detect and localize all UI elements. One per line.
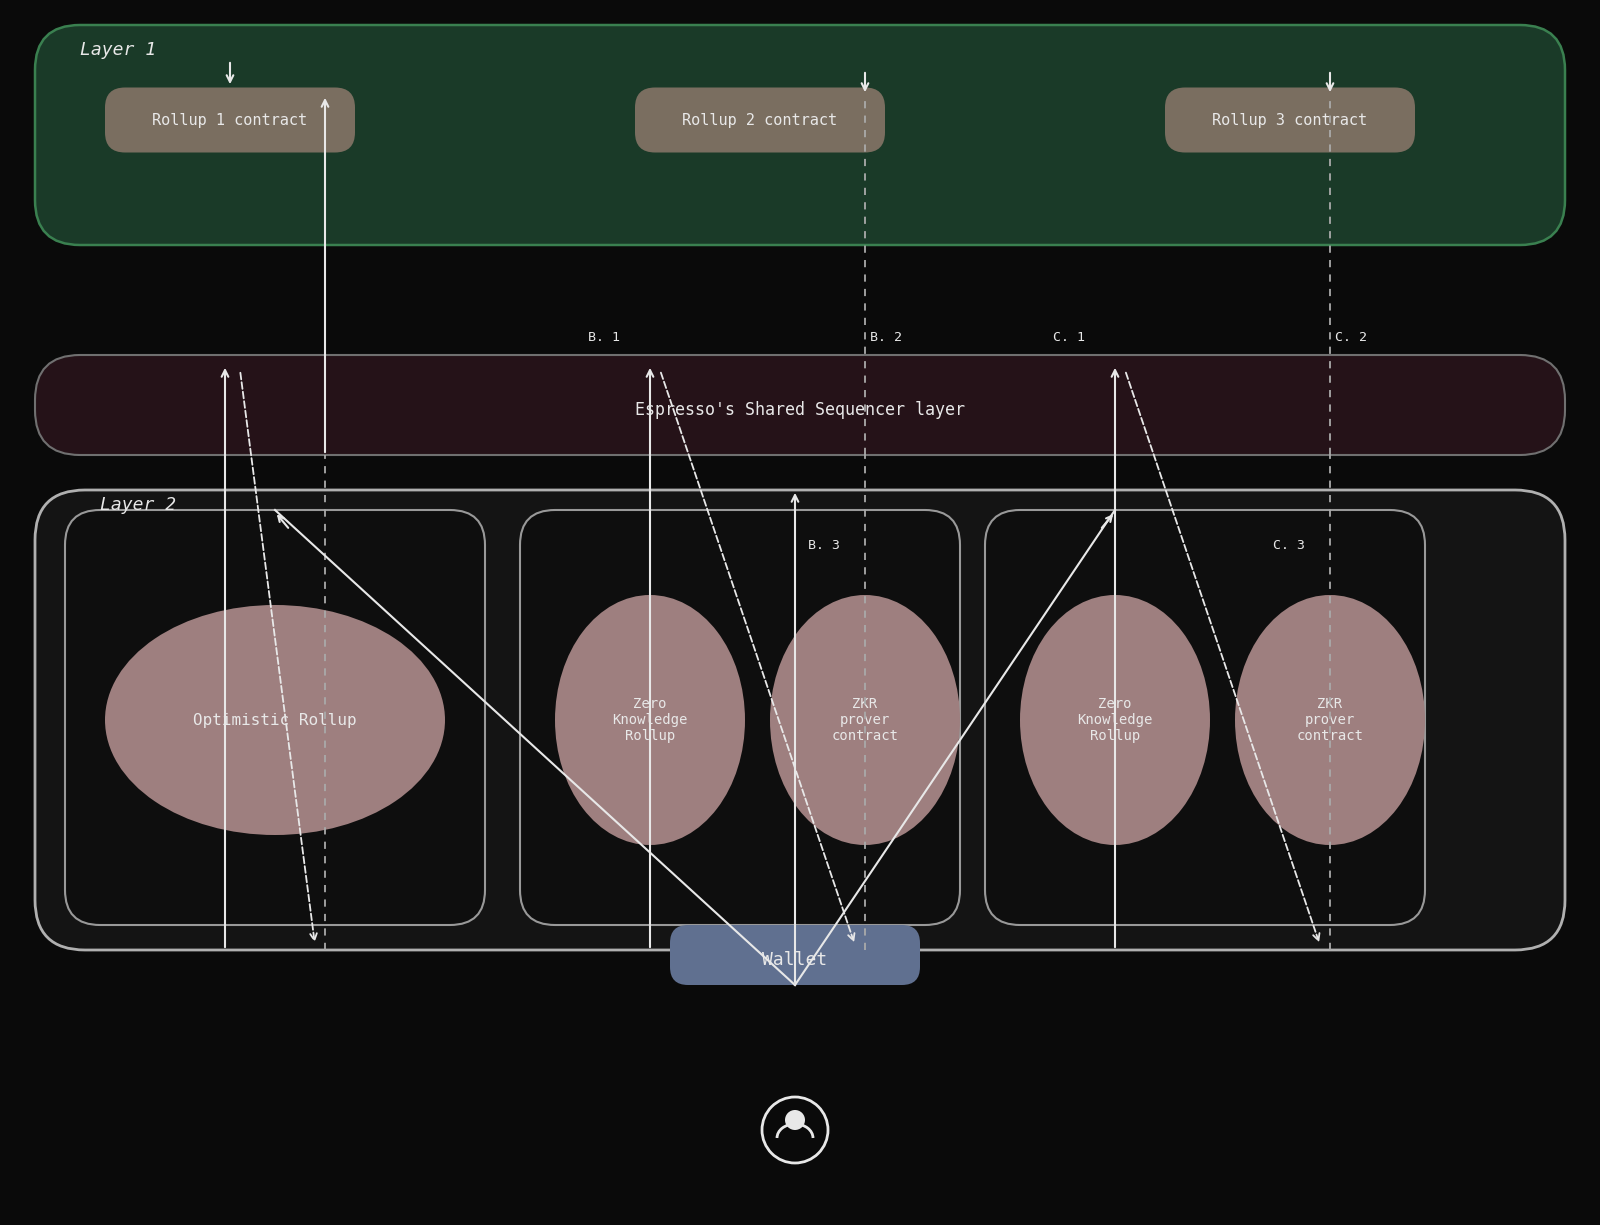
Text: B. 1: B. 1 (589, 331, 621, 343)
FancyBboxPatch shape (1165, 87, 1414, 152)
Ellipse shape (106, 605, 445, 835)
Text: C. 3: C. 3 (1274, 539, 1306, 551)
Text: B. 3: B. 3 (808, 539, 840, 551)
Text: Rollup 2 contract: Rollup 2 contract (683, 113, 837, 127)
Ellipse shape (1235, 595, 1426, 845)
FancyBboxPatch shape (520, 510, 960, 925)
Text: Optimistic Rollup: Optimistic Rollup (194, 713, 357, 728)
Text: ZKR
prover
contract: ZKR prover contract (1296, 697, 1363, 744)
Text: Layer 1: Layer 1 (80, 40, 157, 59)
Text: Rollup 3 contract: Rollup 3 contract (1213, 113, 1368, 127)
FancyBboxPatch shape (106, 87, 355, 152)
Text: Zero
Knowledge
Rollup: Zero Knowledge Rollup (1077, 697, 1152, 744)
Text: Rollup 1 contract: Rollup 1 contract (152, 113, 307, 127)
Text: Layer 2: Layer 2 (99, 496, 176, 514)
FancyBboxPatch shape (670, 925, 920, 985)
Text: Espresso's Shared Sequencer layer: Espresso's Shared Sequencer layer (635, 401, 965, 419)
Circle shape (786, 1110, 805, 1129)
Ellipse shape (1021, 595, 1210, 845)
Ellipse shape (555, 595, 746, 845)
FancyBboxPatch shape (986, 510, 1426, 925)
Text: Zero
Knowledge
Rollup: Zero Knowledge Rollup (613, 697, 688, 744)
FancyBboxPatch shape (66, 510, 485, 925)
Text: B. 2: B. 2 (870, 331, 902, 343)
Text: ZKR
prover
contract: ZKR prover contract (832, 697, 899, 744)
FancyBboxPatch shape (35, 490, 1565, 951)
Text: C. 1: C. 1 (1053, 331, 1085, 343)
Ellipse shape (770, 595, 960, 845)
FancyBboxPatch shape (35, 24, 1565, 245)
Text: Wallet: Wallet (762, 951, 827, 969)
FancyBboxPatch shape (635, 87, 885, 152)
Text: C. 2: C. 2 (1334, 331, 1366, 343)
FancyBboxPatch shape (35, 355, 1565, 454)
